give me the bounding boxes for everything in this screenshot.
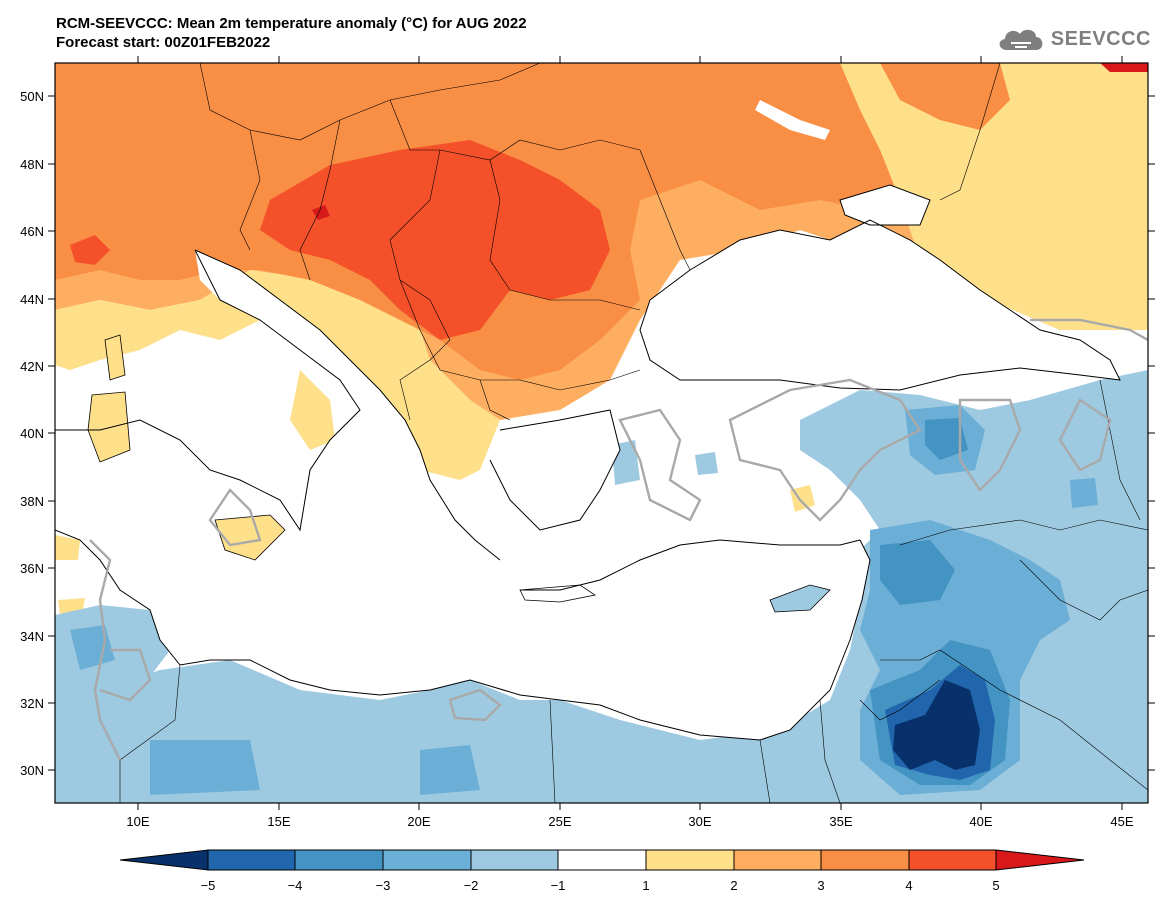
- sicily: [214, 514, 286, 561]
- latitude-axis: [48, 95, 1155, 771]
- colorbar-minus4-minus3: [294, 849, 384, 871]
- colorbar-label: −4: [288, 878, 303, 893]
- lon-label-25e: 25E: [548, 814, 571, 829]
- colorbar-label: −5: [201, 878, 216, 893]
- colorbar-3-4: [820, 849, 910, 871]
- lon-label-20e: 20E: [407, 814, 430, 829]
- lat-label-36n: 36N: [20, 561, 44, 576]
- colorbar-label: −3: [376, 878, 391, 893]
- lon-label-15e: 15E: [267, 814, 290, 829]
- anomaly-band-lt-minus5: [893, 680, 980, 770]
- anomaly-band-minus4-minus3: [880, 540, 955, 605]
- colorbar-2-3: [733, 849, 822, 871]
- colorbar-lt-minus5: [119, 849, 209, 871]
- lat-label-34n: 34N: [20, 629, 44, 644]
- colorbar-label: 4: [905, 878, 912, 893]
- map-title: RCM-SEEVCCC: Mean 2m temperature anomaly…: [56, 14, 527, 52]
- longitude-axis: [137, 56, 1123, 810]
- colorbar-minus3-minus2: [382, 849, 472, 871]
- black-sea: [640, 220, 1120, 390]
- lon-label-10e: 10E: [126, 814, 149, 829]
- lat-label-42n: 42N: [20, 359, 44, 374]
- lat-label-30n: 30N: [20, 763, 44, 778]
- lat-label-44n: 44N: [20, 292, 44, 307]
- anomaly-band-1-2: [55, 270, 500, 480]
- colorbar-labels: −5 −4 −3 −2 −1 1 2 3 4 5: [201, 878, 1000, 893]
- colorbar-minus1-1: [557, 849, 647, 871]
- lon-label-45e: 45E: [1110, 814, 1133, 829]
- colorbar-gt-5: [995, 849, 1085, 871]
- lat-label-48n: 48N: [20, 157, 44, 172]
- latitude-labels: 50N 48N 46N 44N 42N 40N 38N 36N 34N 32N …: [20, 89, 44, 778]
- colorbar-label: 1: [642, 878, 649, 893]
- colorbar-label: −1: [551, 878, 566, 893]
- colorbar: [119, 849, 1085, 871]
- coastlines: [55, 184, 1121, 741]
- colorbar-label: 5: [992, 878, 999, 893]
- cyprus: [769, 584, 831, 613]
- lat-label-50n: 50N: [20, 89, 44, 104]
- crete: [519, 584, 597, 603]
- logo-text: SEEVCCC: [1050, 27, 1151, 50]
- seevccc-logo: SEEVCCC: [995, 24, 1151, 54]
- colorbar-minus2-minus1: [470, 849, 559, 871]
- lon-label-30e: 30E: [688, 814, 711, 829]
- colorbar-label: −2: [464, 878, 479, 893]
- colorbar-minus5-minus4: [207, 849, 296, 871]
- lat-label-32n: 32N: [20, 696, 44, 711]
- colorbar-label: 3: [817, 878, 824, 893]
- lat-label-46n: 46N: [20, 224, 44, 239]
- lon-label-35e: 35E: [829, 814, 852, 829]
- country-borders: [119, 63, 1148, 803]
- colorbar-4-5: [908, 849, 997, 871]
- mediterranean-sea: [55, 250, 870, 740]
- cloud-icon: [999, 29, 1043, 50]
- lat-label-38n: 38N: [20, 494, 44, 509]
- longitude-labels: 10E 15E 20E 25E 30E 35E 40E 45E: [126, 814, 1133, 829]
- zero-contours: [89, 318, 1148, 761]
- lon-label-40e: 40E: [969, 814, 992, 829]
- map-field: [55, 63, 1148, 803]
- anomaly-band-4-5: [260, 140, 610, 340]
- colorbar-1-2: [645, 849, 735, 871]
- colorbar-label: 2: [730, 878, 737, 893]
- lat-label-40n: 40N: [20, 426, 44, 441]
- title-line-1: RCM-SEEVCCC: Mean 2m temperature anomaly…: [56, 15, 527, 32]
- title-line-2: Forecast start: 00Z01FEB2022: [56, 34, 271, 51]
